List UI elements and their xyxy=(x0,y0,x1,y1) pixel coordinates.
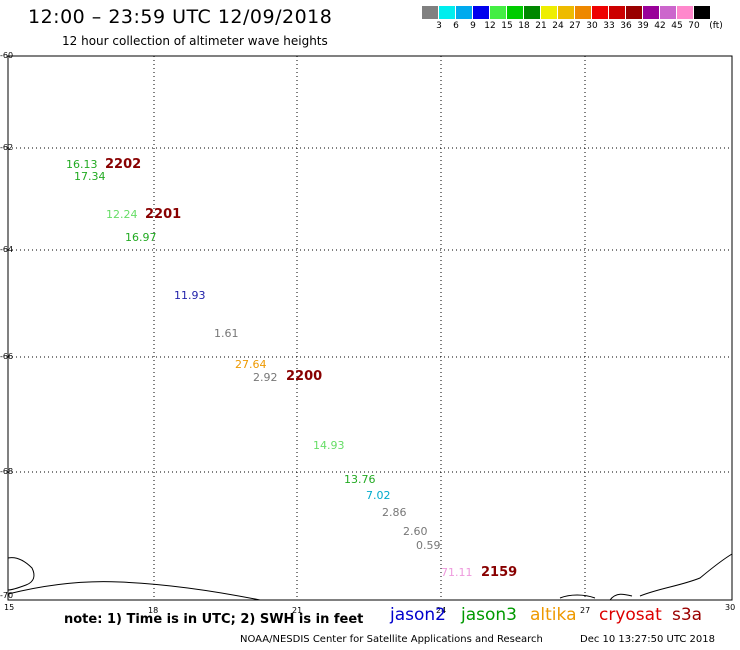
wave-height-obs: 2.92 xyxy=(253,371,278,384)
colorbar-unit: (ft) xyxy=(709,21,723,31)
credit-line: NOAA/NESDIS Center for Satellite Applica… xyxy=(240,634,543,645)
map-subtitle: 12 hour collection of altimeter wave hei… xyxy=(62,34,328,48)
colorbar-swatch xyxy=(677,6,694,19)
lon-label: 18 xyxy=(148,606,159,615)
colorbar-label: 12 xyxy=(484,21,496,31)
satellite-legend-cryosat: cryosat xyxy=(599,605,662,625)
lon-label: 27 xyxy=(580,606,591,615)
satellite-legend-s3a: s3a xyxy=(672,605,703,625)
colorbar-label: 24 xyxy=(552,21,564,31)
lat-label: -62 xyxy=(0,143,14,152)
wave-height-obs: 27.64 xyxy=(235,358,267,371)
wave-height-obs: 11.93 xyxy=(174,289,206,302)
colorbar-label: 9 xyxy=(470,21,476,31)
wave-height-obs: 7.02 xyxy=(366,489,391,502)
colorbar-label: 18 xyxy=(518,21,530,31)
lat-label: -66 xyxy=(0,352,14,361)
wave-height-obs: 14.93 xyxy=(313,439,345,452)
colorbar-swatch xyxy=(558,6,575,19)
colorbar-swatch xyxy=(422,6,439,19)
colorbar-swatch xyxy=(609,6,626,19)
colorbar-swatch xyxy=(660,6,677,19)
colorbar-label: 39 xyxy=(637,21,649,31)
colorbar-label: 15 xyxy=(501,21,513,31)
wave-height-obs: 2.60 xyxy=(403,525,428,538)
time-stamp: 2200 xyxy=(286,369,323,384)
colorbar-label: 33 xyxy=(603,21,615,31)
wave-height-obs: 12.24 xyxy=(106,208,138,221)
wave-height-obs: 17.34 xyxy=(74,170,106,183)
colorbar-swatch xyxy=(473,6,490,19)
map-frame xyxy=(7,55,733,601)
colorbar-swatch xyxy=(626,6,643,19)
colorbar-swatch xyxy=(643,6,660,19)
coastline xyxy=(7,553,733,601)
lat-label: -68 xyxy=(0,467,14,476)
lon-label: 30 xyxy=(725,603,736,612)
generation-timestamp: Dec 10 13:27:50 UTC 2018 xyxy=(580,634,715,645)
graticule xyxy=(8,56,732,600)
colorbar-label: 36 xyxy=(620,21,632,31)
time-stamp: 2201 xyxy=(145,207,182,222)
colorbar-label: 21 xyxy=(535,21,547,31)
lat-label: -60 xyxy=(0,51,14,60)
colorbar-swatch xyxy=(439,6,456,19)
satellite-legend-altika: altika xyxy=(530,605,577,625)
wave-height-colorbar xyxy=(422,6,711,19)
lat-label: -64 xyxy=(0,245,14,254)
wave-height-obs: 16.13 xyxy=(66,158,98,171)
colorbar-swatch xyxy=(507,6,524,19)
wave-height-obs: 13.76 xyxy=(344,473,376,486)
lon-label: 24 xyxy=(436,606,447,615)
footer-note: note: 1) Time is in UTC; 2) SWH is in fe… xyxy=(64,612,364,627)
satellite-legend-jason2: jason2 xyxy=(390,605,446,625)
colorbar-label: 3 xyxy=(436,21,442,31)
time-stamp: 2159 xyxy=(481,565,518,580)
colorbar-swatch xyxy=(524,6,541,19)
wave-height-obs: 2.86 xyxy=(382,506,407,519)
lon-label: 15 xyxy=(4,603,15,612)
colorbar-label: 42 xyxy=(654,21,666,31)
wave-height-obs: 16.97 xyxy=(125,231,157,244)
colorbar-swatch xyxy=(456,6,473,19)
colorbar-label: 45 xyxy=(671,21,683,31)
satellite-legend-jason3: jason3 xyxy=(461,605,517,625)
map-title: 12:00 – 23:59 UTC 12/09/2018 xyxy=(28,6,333,28)
colorbar-label: 27 xyxy=(569,21,581,31)
colorbar-swatch xyxy=(490,6,507,19)
wave-height-obs: 1.61 xyxy=(214,327,239,340)
wave-height-obs: 71.11 xyxy=(441,566,473,579)
lon-label: 21 xyxy=(292,606,303,615)
lat-label: -70 xyxy=(0,591,14,600)
colorbar-swatch xyxy=(592,6,609,19)
colorbar-swatch xyxy=(694,6,711,19)
colorbar-label: 70 xyxy=(688,21,700,31)
colorbar-swatch xyxy=(541,6,558,19)
colorbar-label: 6 xyxy=(453,21,459,31)
time-stamp: 2202 xyxy=(105,157,142,172)
colorbar-label: 30 xyxy=(586,21,598,31)
colorbar-swatch xyxy=(575,6,592,19)
wave-height-obs: 0.59 xyxy=(416,539,441,552)
